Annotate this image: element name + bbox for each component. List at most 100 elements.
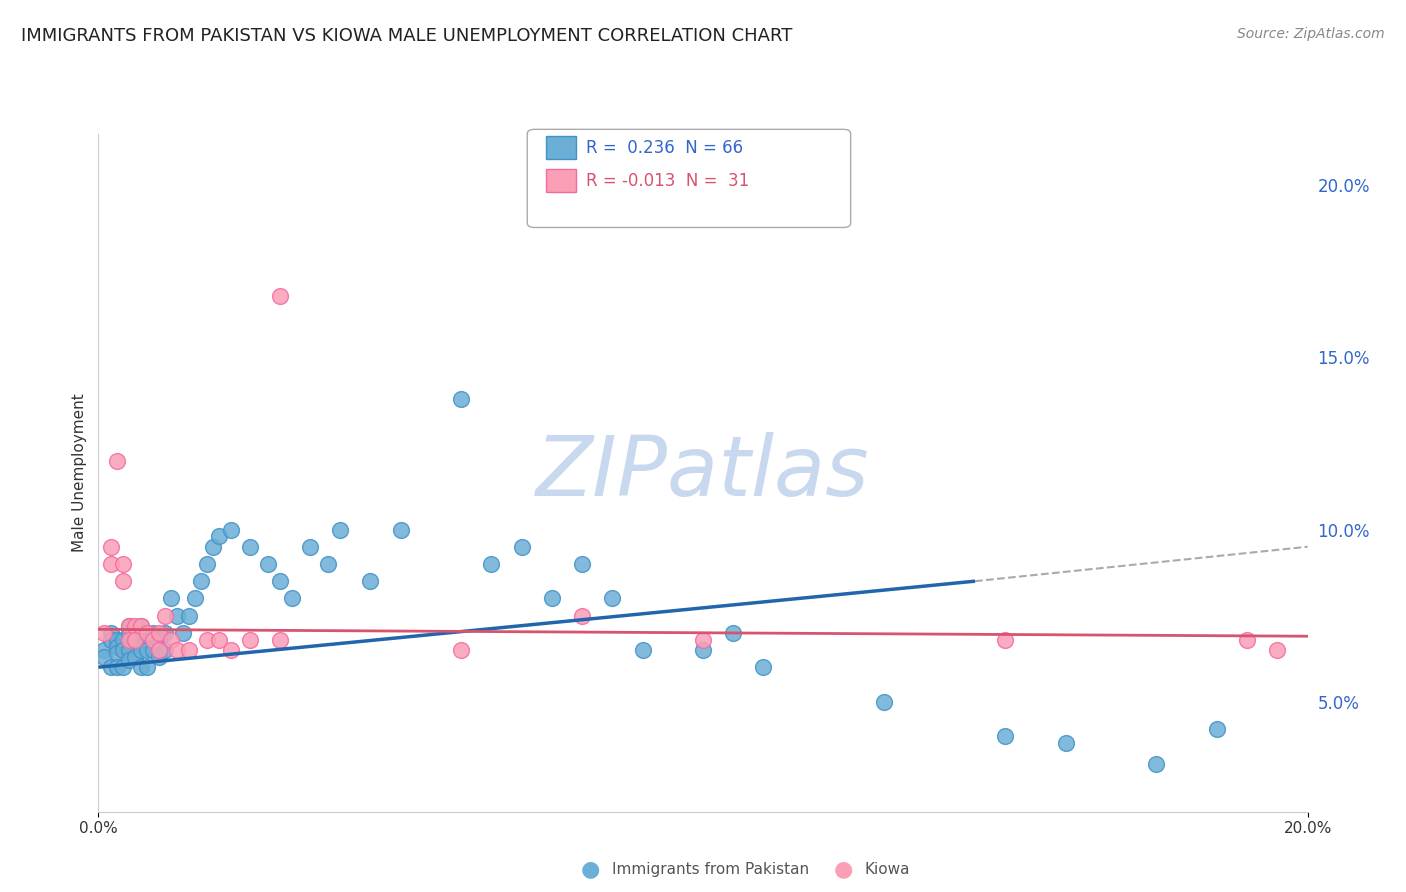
Point bbox=[450, 392, 472, 406]
Point bbox=[166, 608, 188, 623]
Point bbox=[1206, 722, 1229, 736]
Point bbox=[631, 643, 654, 657]
Point bbox=[148, 632, 170, 647]
Point bbox=[208, 632, 231, 647]
Point bbox=[172, 625, 194, 640]
Point bbox=[269, 288, 291, 302]
Point bbox=[142, 625, 165, 640]
Point bbox=[179, 643, 201, 657]
Point bbox=[118, 632, 141, 647]
Point bbox=[873, 695, 896, 709]
Point bbox=[105, 660, 128, 674]
Point bbox=[256, 557, 278, 571]
Point bbox=[329, 523, 352, 537]
Point bbox=[93, 649, 115, 664]
Point bbox=[153, 608, 176, 623]
Point bbox=[93, 625, 115, 640]
Point bbox=[602, 591, 624, 606]
Point bbox=[135, 625, 157, 640]
Point bbox=[510, 540, 533, 554]
Point bbox=[118, 619, 141, 633]
Text: R =  0.236  N = 66: R = 0.236 N = 66 bbox=[586, 138, 744, 157]
Point bbox=[142, 632, 165, 647]
Point bbox=[281, 591, 304, 606]
Point bbox=[692, 632, 714, 647]
Point bbox=[1144, 756, 1167, 771]
Point bbox=[118, 643, 141, 657]
Point bbox=[202, 540, 225, 554]
Point bbox=[316, 557, 339, 571]
Point bbox=[118, 653, 141, 667]
Point bbox=[160, 632, 183, 647]
Text: IMMIGRANTS FROM PAKISTAN VS KIOWA MALE UNEMPLOYMENT CORRELATION CHART: IMMIGRANTS FROM PAKISTAN VS KIOWA MALE U… bbox=[21, 27, 793, 45]
Point bbox=[1054, 736, 1077, 750]
Point bbox=[221, 523, 243, 537]
Point bbox=[105, 453, 128, 467]
Y-axis label: Male Unemployment: Male Unemployment bbox=[72, 393, 87, 552]
Point bbox=[105, 640, 128, 654]
Point bbox=[111, 574, 134, 589]
Point bbox=[129, 625, 152, 640]
Point bbox=[571, 608, 593, 623]
Point bbox=[124, 619, 146, 633]
Point bbox=[1236, 632, 1258, 647]
Point bbox=[1267, 643, 1289, 657]
Point bbox=[239, 632, 262, 647]
Point bbox=[105, 632, 128, 647]
Point bbox=[100, 557, 122, 571]
Point bbox=[389, 523, 412, 537]
Point bbox=[723, 625, 745, 640]
Point bbox=[269, 574, 291, 589]
Point bbox=[208, 529, 231, 543]
Point bbox=[142, 643, 165, 657]
Point bbox=[692, 643, 714, 657]
Text: Source: ZipAtlas.com: Source: ZipAtlas.com bbox=[1237, 27, 1385, 41]
Point bbox=[93, 643, 115, 657]
Point bbox=[124, 625, 146, 640]
Point bbox=[124, 632, 146, 647]
Point bbox=[124, 649, 146, 664]
Point bbox=[111, 643, 134, 657]
Text: ●: ● bbox=[834, 860, 853, 880]
Point bbox=[111, 557, 134, 571]
Point bbox=[195, 632, 218, 647]
Point bbox=[540, 591, 562, 606]
Point bbox=[111, 660, 134, 674]
Point bbox=[135, 632, 157, 647]
Point bbox=[994, 729, 1017, 743]
Point bbox=[160, 591, 183, 606]
Point bbox=[153, 625, 176, 640]
Point bbox=[299, 540, 322, 554]
Point bbox=[190, 574, 212, 589]
Point bbox=[148, 649, 170, 664]
Point bbox=[195, 557, 218, 571]
Text: ●: ● bbox=[581, 860, 600, 880]
Point bbox=[179, 608, 201, 623]
Point bbox=[148, 625, 170, 640]
Text: Kiowa: Kiowa bbox=[865, 863, 910, 877]
Point bbox=[184, 591, 207, 606]
Point bbox=[100, 632, 122, 647]
Point bbox=[105, 647, 128, 661]
Point bbox=[221, 643, 243, 657]
Point bbox=[129, 619, 152, 633]
Point bbox=[571, 557, 593, 571]
Point bbox=[129, 643, 152, 657]
Point bbox=[129, 660, 152, 674]
Point bbox=[100, 540, 122, 554]
Point bbox=[360, 574, 382, 589]
Text: Immigrants from Pakistan: Immigrants from Pakistan bbox=[612, 863, 808, 877]
Point bbox=[100, 660, 122, 674]
Point bbox=[135, 643, 157, 657]
Point bbox=[129, 619, 152, 633]
Point bbox=[166, 643, 188, 657]
Point bbox=[111, 632, 134, 647]
Point bbox=[153, 643, 176, 657]
Point bbox=[148, 643, 170, 657]
Point bbox=[269, 632, 291, 647]
Point bbox=[994, 632, 1017, 647]
Point bbox=[118, 625, 141, 640]
Point bbox=[118, 619, 141, 633]
Point bbox=[135, 660, 157, 674]
Point bbox=[124, 632, 146, 647]
